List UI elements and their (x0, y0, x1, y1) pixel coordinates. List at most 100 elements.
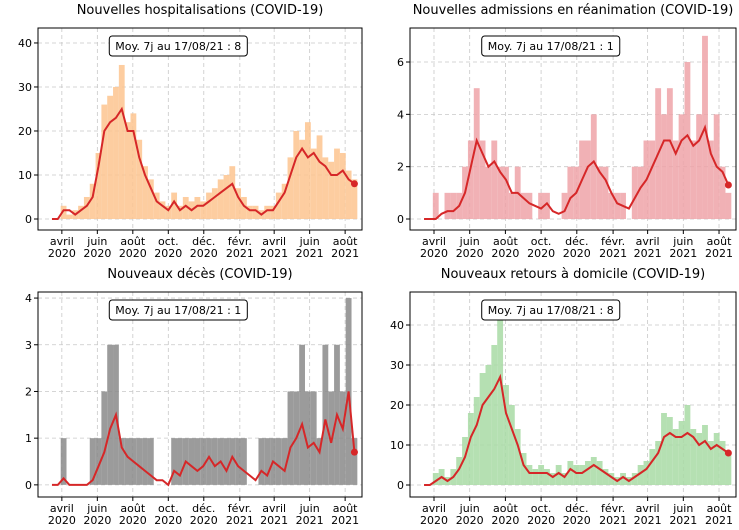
bar (532, 469, 539, 485)
subplot: Nouvelles hospitalisations (COVID-19) 0 10… (18, 3, 363, 260)
bar (194, 438, 201, 485)
x-tick-label: juin 2020 (456, 502, 484, 527)
x-tick-label: avril 2021 (634, 502, 662, 527)
bar (182, 196, 189, 219)
bar (725, 192, 732, 220)
bar (118, 64, 125, 219)
bar (235, 188, 242, 219)
x-tick-label: août 2021 (331, 235, 359, 260)
annotation: Moy. 7j au 17/08/21 : 8 (488, 304, 614, 317)
bar (316, 438, 323, 485)
x-tick-label: avril 2020 (420, 235, 448, 260)
bar (339, 391, 346, 485)
bar (684, 62, 691, 220)
bar (101, 391, 108, 485)
bar (287, 157, 294, 219)
y-tick-label: 2 (397, 161, 404, 174)
bar (643, 461, 650, 485)
bar (206, 438, 212, 485)
bar (95, 152, 102, 219)
bar (549, 473, 556, 485)
bar (655, 441, 662, 485)
bar (107, 95, 114, 219)
bar (462, 437, 468, 485)
axes-frame (37, 291, 363, 498)
bar (672, 429, 679, 485)
bar (293, 130, 300, 219)
annotation: Moy. 7j au 17/08/21 : 1 (115, 304, 241, 317)
y-tick-label: 10 (390, 439, 404, 452)
bar (678, 114, 685, 220)
chart-title: Nouveaux décès (COVID-19) (107, 267, 292, 282)
bar (485, 166, 492, 220)
x-tick-label: févr. 2021 (226, 502, 254, 527)
bar (211, 438, 218, 485)
bar (661, 114, 667, 220)
bar (171, 192, 178, 219)
bar (479, 373, 486, 485)
bar (479, 140, 486, 220)
bar (544, 192, 550, 220)
x-tick-label: oct. 2020 (527, 235, 555, 260)
x-tick-label: oct. 2020 (154, 502, 182, 527)
bar (456, 457, 463, 485)
x-tick-label: déc. 2020 (190, 235, 218, 260)
bar (66, 214, 73, 219)
average-line (51, 391, 356, 487)
x-tick-label: déc. 2020 (563, 235, 591, 260)
x-tick-label: févr. 2021 (599, 502, 627, 527)
x-tick-label: août 2020 (119, 502, 147, 527)
bar (497, 166, 504, 220)
chart-title: Nouvelles admissions en réanimation (COV… (413, 3, 734, 18)
bar (702, 425, 708, 485)
bar (467, 413, 474, 485)
x-tick-label: juin 2020 (83, 235, 111, 260)
annotation-box (108, 299, 248, 321)
x-tick-label: août 2021 (705, 502, 733, 527)
x-tick-label: août 2021 (331, 502, 359, 527)
x-tick-label: août 2020 (491, 502, 519, 527)
bar (561, 192, 568, 220)
bar (188, 438, 195, 485)
bar (264, 205, 271, 219)
y-tick-label: 20 (390, 399, 404, 412)
bar (707, 140, 714, 220)
bar (142, 166, 148, 219)
bar (491, 140, 498, 220)
bar (299, 344, 305, 485)
y-tick-label: 0 (25, 479, 32, 492)
subplot: Nouveaux retours à domicile (COVID-19) 0 1… (390, 267, 737, 527)
bar (719, 441, 726, 485)
y-tick-label: 2 (25, 385, 32, 398)
bar (526, 192, 533, 220)
y-tick-label: 1 (25, 432, 32, 445)
bar (696, 114, 703, 220)
bar (584, 140, 591, 220)
x-tick-label: août 2021 (705, 235, 733, 260)
bar (60, 438, 67, 485)
bar (661, 413, 667, 485)
bar (620, 473, 626, 485)
bar (147, 179, 154, 219)
bar (573, 465, 580, 485)
bar (351, 179, 358, 219)
y-tick-label: 20 (18, 125, 32, 138)
bar (690, 140, 697, 220)
bar (608, 473, 615, 485)
bar (473, 397, 480, 485)
bar (281, 183, 288, 219)
bar (485, 365, 492, 485)
average-line (424, 373, 729, 486)
x-tick-label: juin 2021 (669, 502, 697, 527)
bar (101, 104, 108, 219)
bar (567, 461, 574, 485)
bar (631, 473, 638, 485)
bar (304, 391, 311, 485)
bar (672, 140, 679, 220)
bar (491, 345, 498, 485)
bar (503, 166, 509, 220)
bar (310, 391, 317, 485)
bar (229, 438, 236, 485)
bar (713, 433, 720, 485)
